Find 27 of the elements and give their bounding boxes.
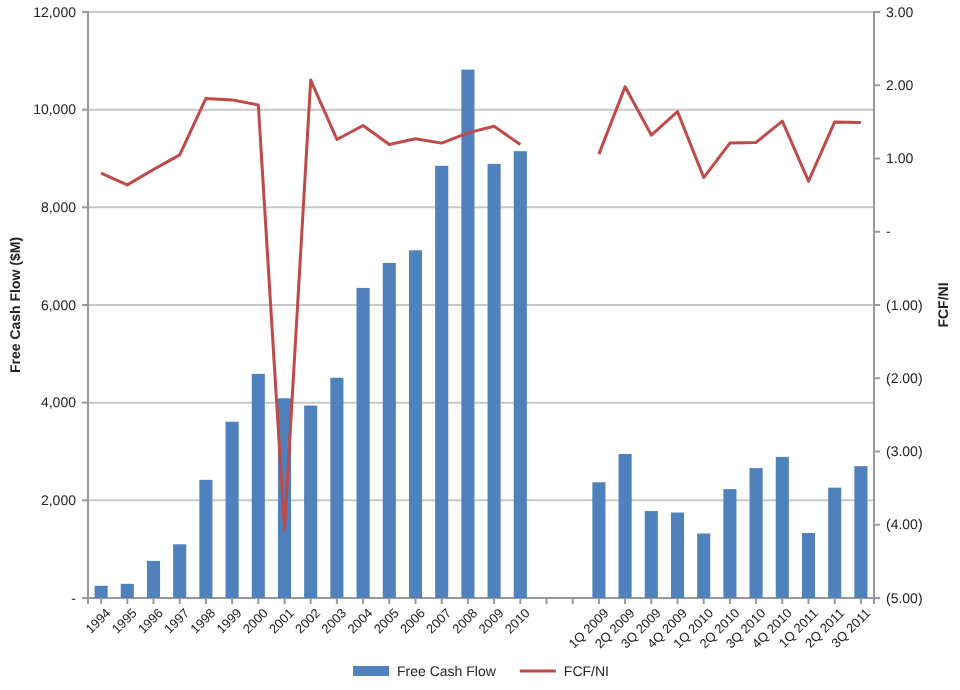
- bar: [487, 163, 501, 598]
- bar: [330, 377, 344, 598]
- bar: [199, 479, 213, 598]
- bar: [356, 287, 370, 598]
- bar: [801, 533, 816, 598]
- bar: [513, 151, 527, 598]
- bar: [304, 405, 318, 598]
- bar: [697, 533, 711, 598]
- bar: [461, 69, 475, 598]
- bar: [618, 453, 632, 598]
- bar: [251, 373, 265, 598]
- bar: [94, 585, 108, 598]
- bar: [723, 489, 737, 598]
- bar: [146, 560, 161, 598]
- bar: [828, 487, 842, 598]
- bar: [670, 512, 685, 598]
- bar: [173, 544, 187, 598]
- bar: [225, 421, 239, 598]
- bar: [408, 250, 423, 598]
- bar: [854, 466, 868, 598]
- bar: [749, 468, 763, 598]
- bar: [382, 263, 396, 598]
- bar: [120, 583, 134, 598]
- bar: [592, 482, 606, 598]
- bar: [644, 511, 658, 598]
- bar: [435, 165, 449, 598]
- bar: [775, 456, 789, 598]
